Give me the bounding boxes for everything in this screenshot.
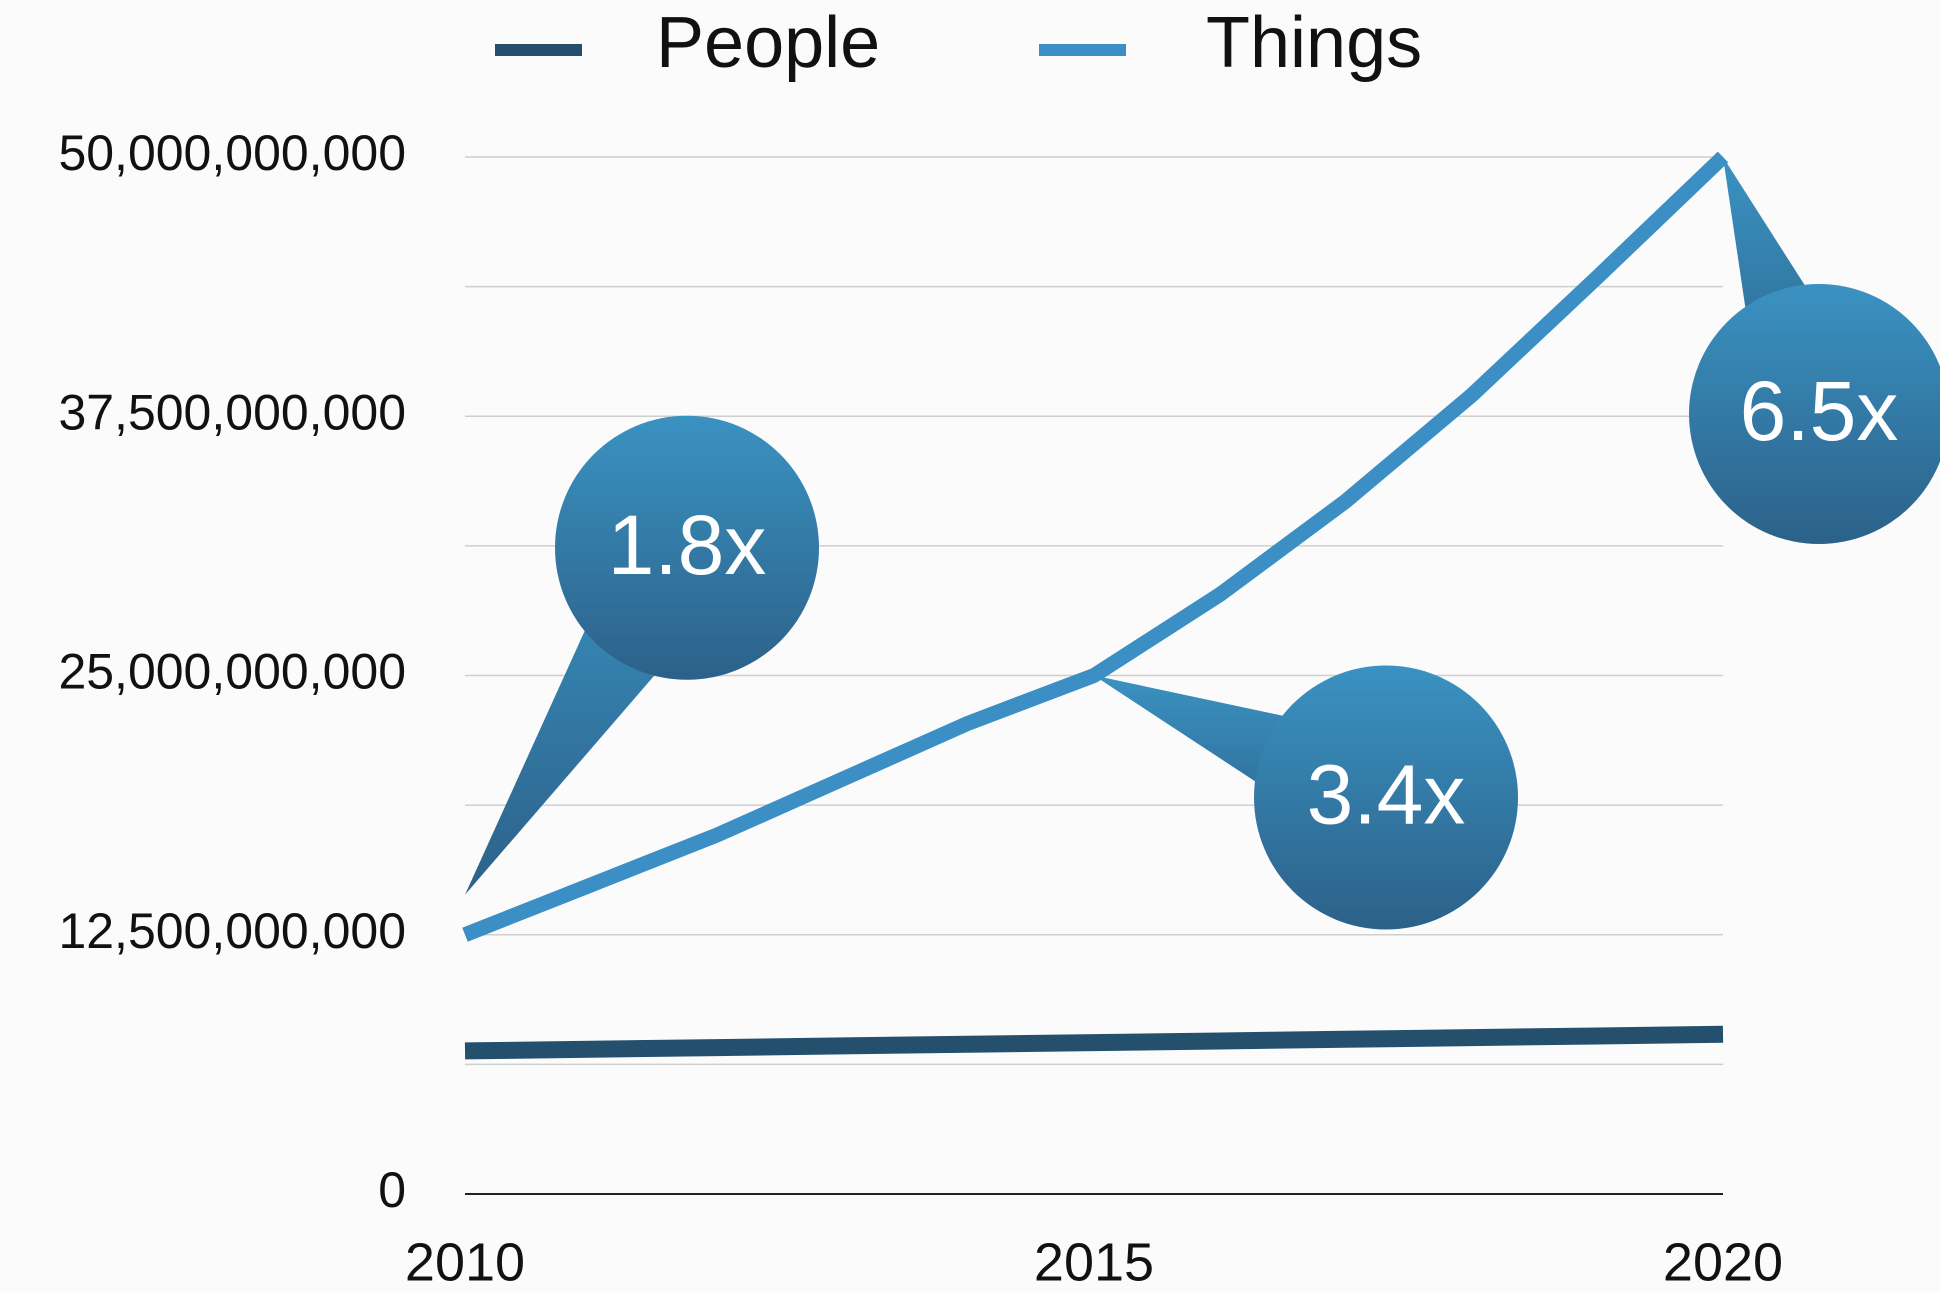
chart: 0 12,500,000,000 25,000,000,000 37,500,000,… bbox=[0, 0, 1940, 1292]
series-line bbox=[465, 1034, 1723, 1051]
y-tick-label: 12,500,000,000 bbox=[58, 903, 406, 959]
x-tick-label: 2015 bbox=[1034, 1232, 1154, 1292]
y-tick-label: 0 bbox=[378, 1162, 406, 1218]
legend-label: Things bbox=[1206, 3, 1422, 83]
annotation: 3.4x bbox=[1094, 666, 1518, 930]
y-tick-label: 50,000,000,000 bbox=[58, 125, 406, 181]
x-tick-label: 2010 bbox=[405, 1232, 525, 1292]
annotation: 6.5x bbox=[1689, 157, 1940, 544]
annotation-text: 1.8x bbox=[608, 498, 767, 592]
annotation-text: 6.5x bbox=[1740, 364, 1899, 458]
annotation-text: 3.4x bbox=[1307, 748, 1466, 842]
annotation: 1.8x bbox=[465, 416, 819, 895]
y-tick-label: 37,500,000,000 bbox=[58, 384, 406, 440]
y-tick-label: 25,000,000,000 bbox=[58, 644, 406, 700]
page: {"chart_data": {"type": "line", "x": [20… bbox=[0, 0, 1940, 1292]
x-tick-label: 2020 bbox=[1663, 1232, 1783, 1292]
legend-label: People bbox=[656, 3, 880, 83]
